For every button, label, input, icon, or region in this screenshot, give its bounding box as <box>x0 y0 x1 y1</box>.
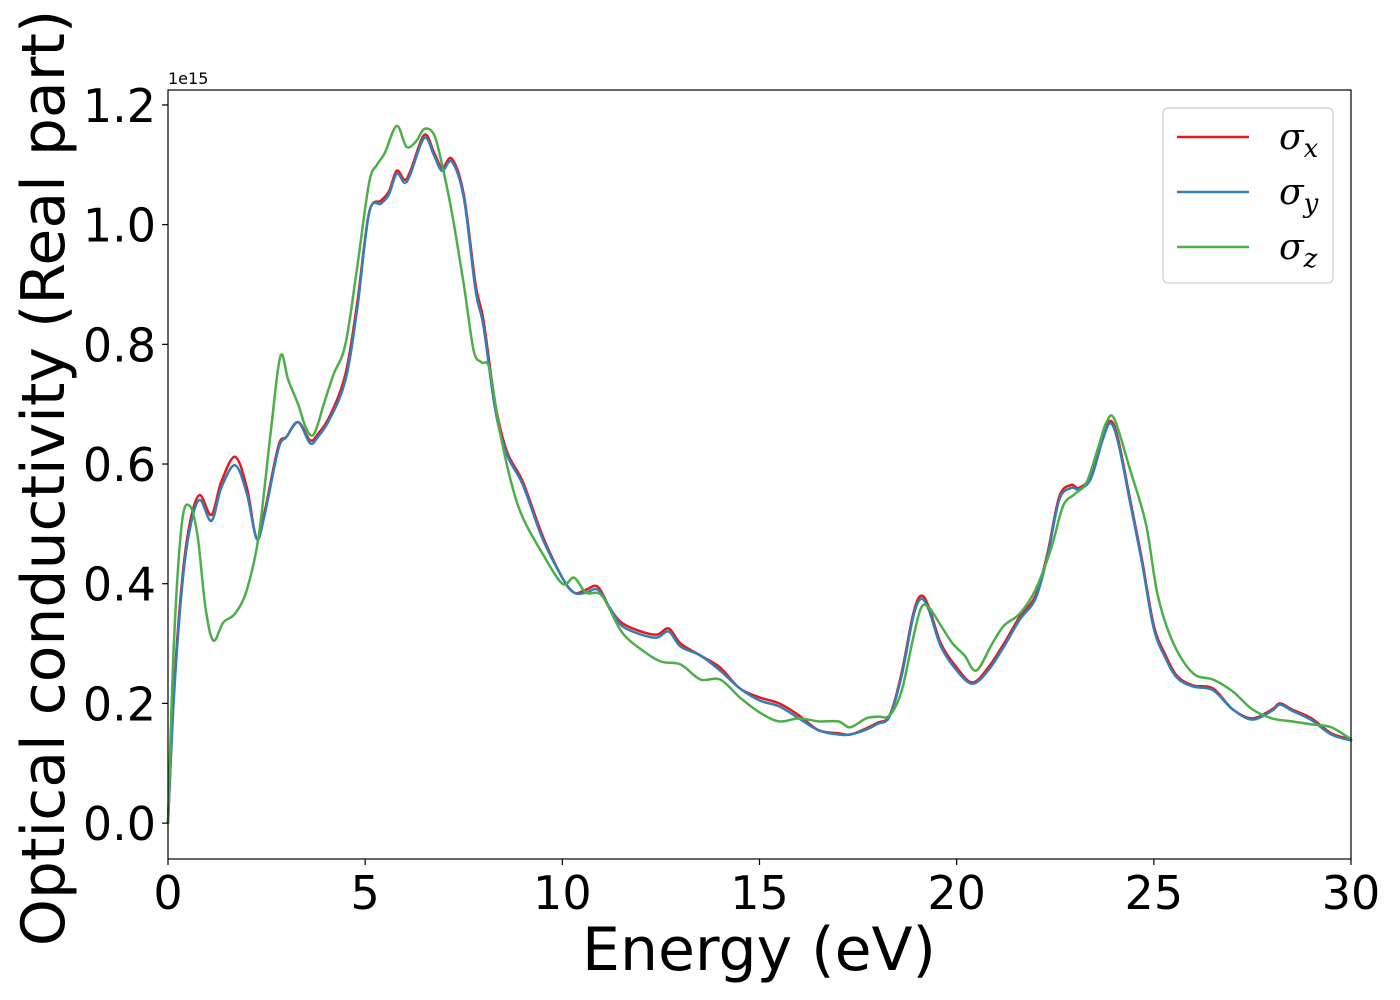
x-tick-label: 20 <box>927 866 986 920</box>
y-tick-label: 1.2 <box>83 79 156 133</box>
x-tick-label: 10 <box>533 866 592 920</box>
x-tick-label: 0 <box>153 866 182 920</box>
x-axis: 0 5 10 15 20 25 30 <box>153 859 1380 920</box>
y-tick-label: 0.4 <box>83 558 156 612</box>
y-tick-label: 0.0 <box>83 797 156 851</box>
y-offset-text: 1e15 <box>168 69 208 88</box>
plot-lines <box>166 124 1353 825</box>
series-line-z <box>166 124 1353 825</box>
x-tick-label: 30 <box>1322 866 1381 920</box>
y-axis: 0.0 0.2 0.4 0.6 0.8 1.0 1.2 <box>83 79 168 851</box>
x-axis-label: Energy (eV) <box>582 915 936 985</box>
x-tick-label: 5 <box>351 866 380 920</box>
y-tick-label: 0.2 <box>83 677 156 731</box>
x-tick-label: 25 <box>1125 866 1184 920</box>
y-tick-label: 1.0 <box>83 199 156 253</box>
y-tick-label: 0.8 <box>83 318 156 372</box>
x-tick-label: 15 <box>730 866 789 920</box>
legend-box <box>1162 107 1334 284</box>
y-axis-label: Optical conductivity (Real part) <box>9 10 79 947</box>
y-tick-label: 0.6 <box>83 438 156 492</box>
series-line-y <box>166 136 1353 825</box>
